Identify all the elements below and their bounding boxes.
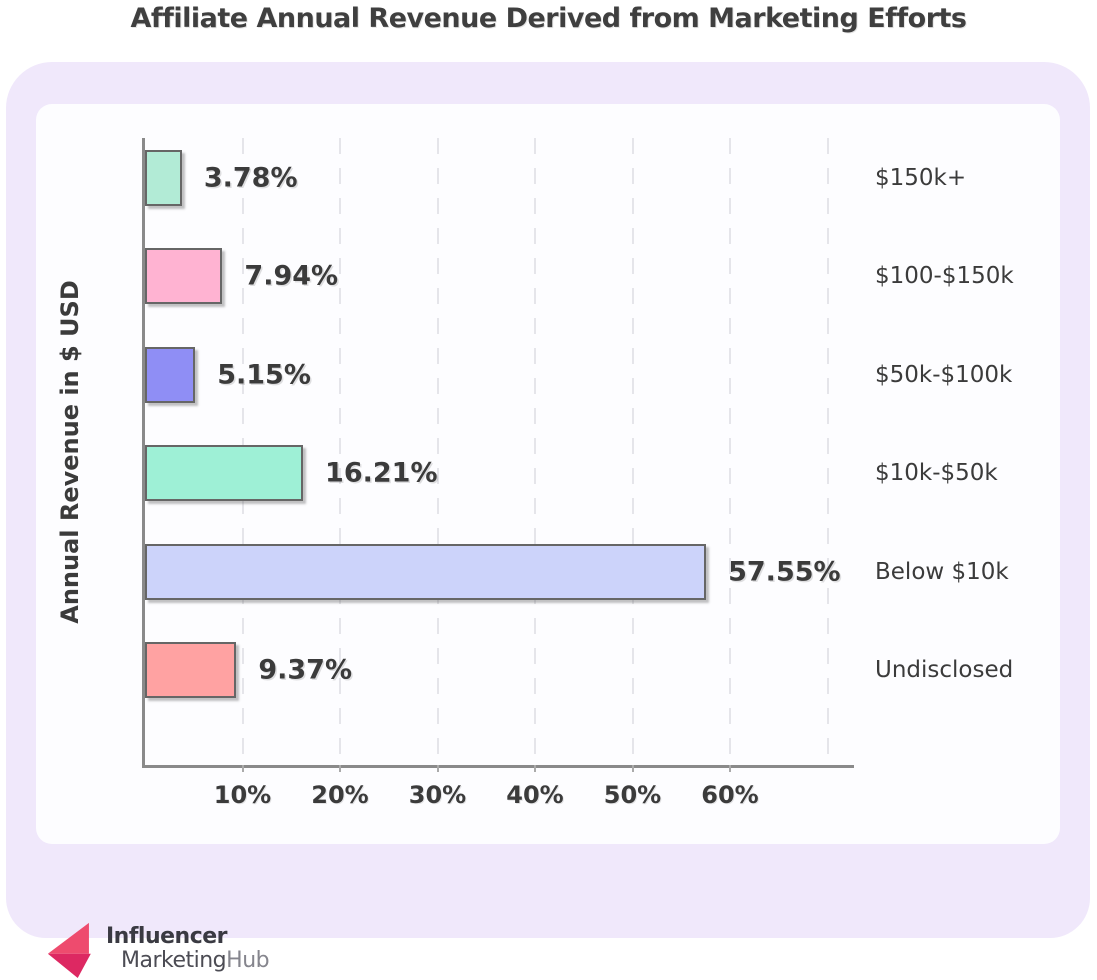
logo-text-marketing: Marketing <box>121 948 227 974</box>
logo-line-influencer: Influencer <box>106 924 228 949</box>
x-tick-mark-20 <box>339 765 341 772</box>
x-tick-label-60: 60% <box>701 781 759 809</box>
value-label-2: 5.15% <box>217 359 311 391</box>
category-label-2: $50k-$100k <box>875 361 1013 388</box>
value-label-3: 16.21% <box>325 457 438 489</box>
category-label-4: Below $10k <box>875 558 1009 585</box>
gridline-60pct <box>729 138 731 765</box>
page-title: Affiliate Annual Revenue Derived from Ma… <box>130 3 967 34</box>
gridline-50pct <box>631 138 634 765</box>
x-tick-label-30: 30% <box>408 781 467 809</box>
chart-panel: Annual Revenue in $ USD 10% 20% 30% 40% 50% 6… <box>6 62 1090 978</box>
value-label-0: 3.78% <box>203 162 298 194</box>
y-axis-label: Annual Revenue in $ USD <box>56 279 85 624</box>
value-label-5: 9.37% <box>258 654 353 686</box>
category-label-0: $150k+ <box>875 165 967 191</box>
x-tick-label-50: 50% <box>603 781 662 809</box>
x-tick-mark-50 <box>631 765 634 772</box>
x-tick-label-10: 10% <box>213 781 272 809</box>
gridline-40pct <box>534 138 536 765</box>
gridline-20pct <box>339 138 341 765</box>
category-label-1: $100-$150k <box>875 263 1014 290</box>
gridline-30pct <box>436 138 439 765</box>
bar--10k-50k <box>145 445 304 502</box>
x-tick-label-40: 40% <box>506 781 564 809</box>
bar--100-150k <box>145 248 223 305</box>
bar-below-10k <box>145 543 707 600</box>
logo-text: Influencer MarketingHub <box>106 924 270 974</box>
x-tick-mark-30 <box>436 765 439 772</box>
bar--150k- <box>145 150 182 206</box>
category-label-3: $10k-$50k <box>875 460 998 487</box>
bar--50k-100k <box>145 346 196 403</box>
x-tick-mark-40 <box>534 765 536 772</box>
logo-arrow-icon <box>47 922 91 978</box>
value-label-1: 7.94% <box>244 260 339 292</box>
logo-line-marketinghub: MarketingHub <box>121 948 270 974</box>
x-tick-mark-60 <box>729 765 731 772</box>
x-tick-mark-10 <box>241 765 244 772</box>
bar-undisclosed <box>145 642 237 698</box>
logo-text-hub: Hub <box>226 948 270 974</box>
bar-chart-plot-area: Annual Revenue in $ USD 10% 20% 30% 40% 50% 6… <box>56 138 1014 809</box>
gridline-70pct <box>826 138 829 765</box>
x-tick-label-20: 20% <box>311 781 369 809</box>
category-label-5: Undisclosed <box>875 657 1014 683</box>
y-axis-label-wrap: Annual Revenue in $ USD <box>42 138 98 765</box>
chart-card: Annual Revenue in $ USD 10% 20% 30% 40% 50% 6… <box>36 104 1060 844</box>
value-label-4: 57.55% <box>728 556 841 588</box>
influencer-marketinghub-logo: Influencer MarketingHub <box>46 920 270 980</box>
